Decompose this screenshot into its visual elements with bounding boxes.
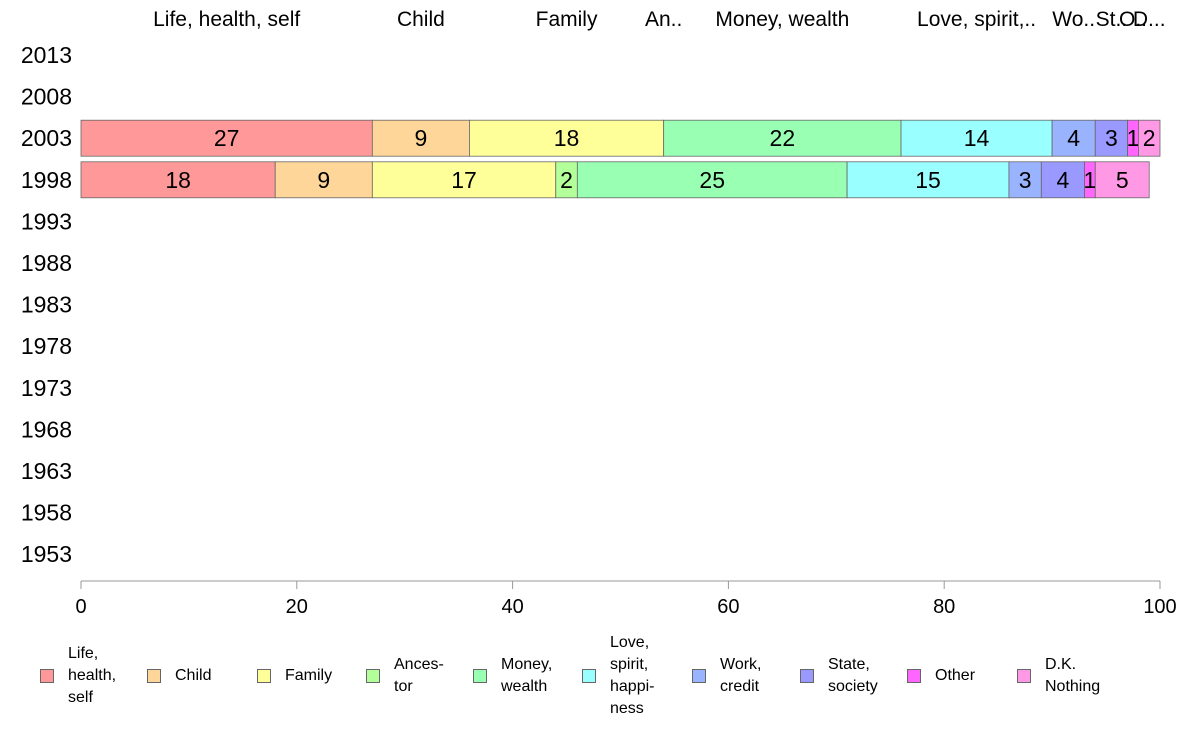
legend-label: Ances- tor xyxy=(394,656,444,695)
bar-segment xyxy=(80,161,276,199)
year-label: 1968 xyxy=(21,416,72,442)
legend-item: Money, wealth xyxy=(473,626,552,726)
legend-label: Other xyxy=(935,667,976,684)
year-label: 1983 xyxy=(21,292,72,318)
legend-label: Family xyxy=(285,667,333,684)
year-label: 1978 xyxy=(21,333,72,359)
bar-segment xyxy=(1138,119,1161,157)
bar-segment xyxy=(1051,119,1096,157)
legend-label: Money, wealth xyxy=(501,656,553,695)
bar-value-label: 5 xyxy=(1116,167,1129,193)
top-category-label: Money, wealth xyxy=(715,8,849,31)
year-label: 1998 xyxy=(21,167,72,193)
legend-item: State, society xyxy=(800,626,878,726)
legend-swatch xyxy=(692,669,706,683)
year-label: 1953 xyxy=(21,541,72,567)
top-category-label: Family xyxy=(536,8,598,31)
bar-segment xyxy=(900,119,1053,157)
bar-value-label: 22 xyxy=(770,125,796,151)
legend-swatch xyxy=(40,669,54,683)
bar-segment xyxy=(846,161,1010,199)
x-axis-tick-label: 80 xyxy=(933,596,955,618)
bar-value-label: 2 xyxy=(560,167,573,193)
legend-label: Love, spirit, happi- ness xyxy=(610,634,655,717)
top-category-label: Life, health, self xyxy=(153,8,300,31)
legend-label: D.K. Nothing xyxy=(1045,656,1101,695)
legend-item: Love, spirit, happi- ness xyxy=(582,626,654,726)
legend-item: Life, health, self xyxy=(40,626,116,726)
year-label: 2013 xyxy=(21,42,72,68)
top-category-label: St.. xyxy=(1096,8,1128,31)
bar-value-label: 18 xyxy=(165,167,191,193)
legend-swatch xyxy=(800,669,814,683)
bar-segment xyxy=(469,119,665,157)
year-label: 1958 xyxy=(21,500,72,526)
legend-item: Other xyxy=(907,626,975,726)
legend-swatch xyxy=(473,669,487,683)
year-label: 1988 xyxy=(21,250,72,276)
bar-value-label: 2 xyxy=(1143,125,1156,151)
legend-swatch xyxy=(1017,669,1031,683)
bar-value-label: 3 xyxy=(1019,167,1032,193)
bar-value-label: 9 xyxy=(414,125,427,151)
bar-segment xyxy=(1094,161,1150,199)
legend-swatch xyxy=(582,669,596,683)
legend-item: Child xyxy=(147,626,211,726)
bar-value-label: 18 xyxy=(554,125,580,151)
legend-label: Life, health, self xyxy=(68,645,117,706)
legend-swatch xyxy=(907,669,921,683)
year-label: 1963 xyxy=(21,458,72,484)
x-axis-tick-label: 60 xyxy=(717,596,739,618)
bar-value-label: 4 xyxy=(1056,167,1069,193)
bar-value-label: 1 xyxy=(1127,125,1140,151)
bar-segment xyxy=(663,119,902,157)
top-category-label: D... xyxy=(1133,8,1166,31)
legend-item: D.K. Nothing xyxy=(1017,626,1100,726)
legend-label: Child xyxy=(175,667,212,684)
legend-swatch xyxy=(366,669,380,683)
bar-segment xyxy=(1040,161,1085,199)
bar-value-label: 14 xyxy=(964,125,990,151)
bar-segment xyxy=(274,161,373,199)
bar-value-label: 4 xyxy=(1067,125,1080,151)
legend-swatch xyxy=(147,669,161,683)
top-category-label: Wo.. xyxy=(1052,8,1095,31)
legend-item: Ances- tor xyxy=(366,626,444,726)
bar-value-label: 27 xyxy=(214,125,240,151)
year-label: 1973 xyxy=(21,375,72,401)
bar-value-label: 1 xyxy=(1083,167,1096,193)
year-label: 2003 xyxy=(21,125,72,151)
bar-segment xyxy=(80,119,373,157)
top-category-label: O.. xyxy=(1119,8,1147,31)
legend-item: Work, credit xyxy=(692,626,761,726)
bar-value-label: 17 xyxy=(451,167,477,193)
bar-value-label: 9 xyxy=(317,167,330,193)
x-axis-tick-label: 0 xyxy=(75,596,86,618)
top-category-label: An.. xyxy=(645,8,682,31)
x-axis-tick-label: 40 xyxy=(501,596,523,618)
legend-item: Family xyxy=(257,626,332,726)
x-axis-tick-label: 20 xyxy=(286,596,308,618)
top-category-label: Love, spirit,.. xyxy=(917,8,1036,31)
bar-value-label: 3 xyxy=(1105,125,1118,151)
bar-segment xyxy=(1008,161,1042,199)
legend-label: State, society xyxy=(828,656,878,695)
bar-value-label: 25 xyxy=(699,167,725,193)
legend-label: Work, credit xyxy=(720,656,762,695)
bar-segment xyxy=(576,161,848,199)
bar-segment xyxy=(1094,119,1129,157)
bar-value-label: 15 xyxy=(915,167,941,193)
year-label: 2008 xyxy=(21,84,72,110)
x-axis-tick-label: 100 xyxy=(1143,596,1176,618)
top-category-label: Child xyxy=(397,8,445,31)
legend-swatch xyxy=(257,669,271,683)
legend: Life, health, self Child Family Ances- tor M… xyxy=(0,626,1188,731)
year-label: 1993 xyxy=(21,208,72,234)
stacked-bar-chart: Life, health, self Child Family An.. Money, … xyxy=(21,8,1177,618)
